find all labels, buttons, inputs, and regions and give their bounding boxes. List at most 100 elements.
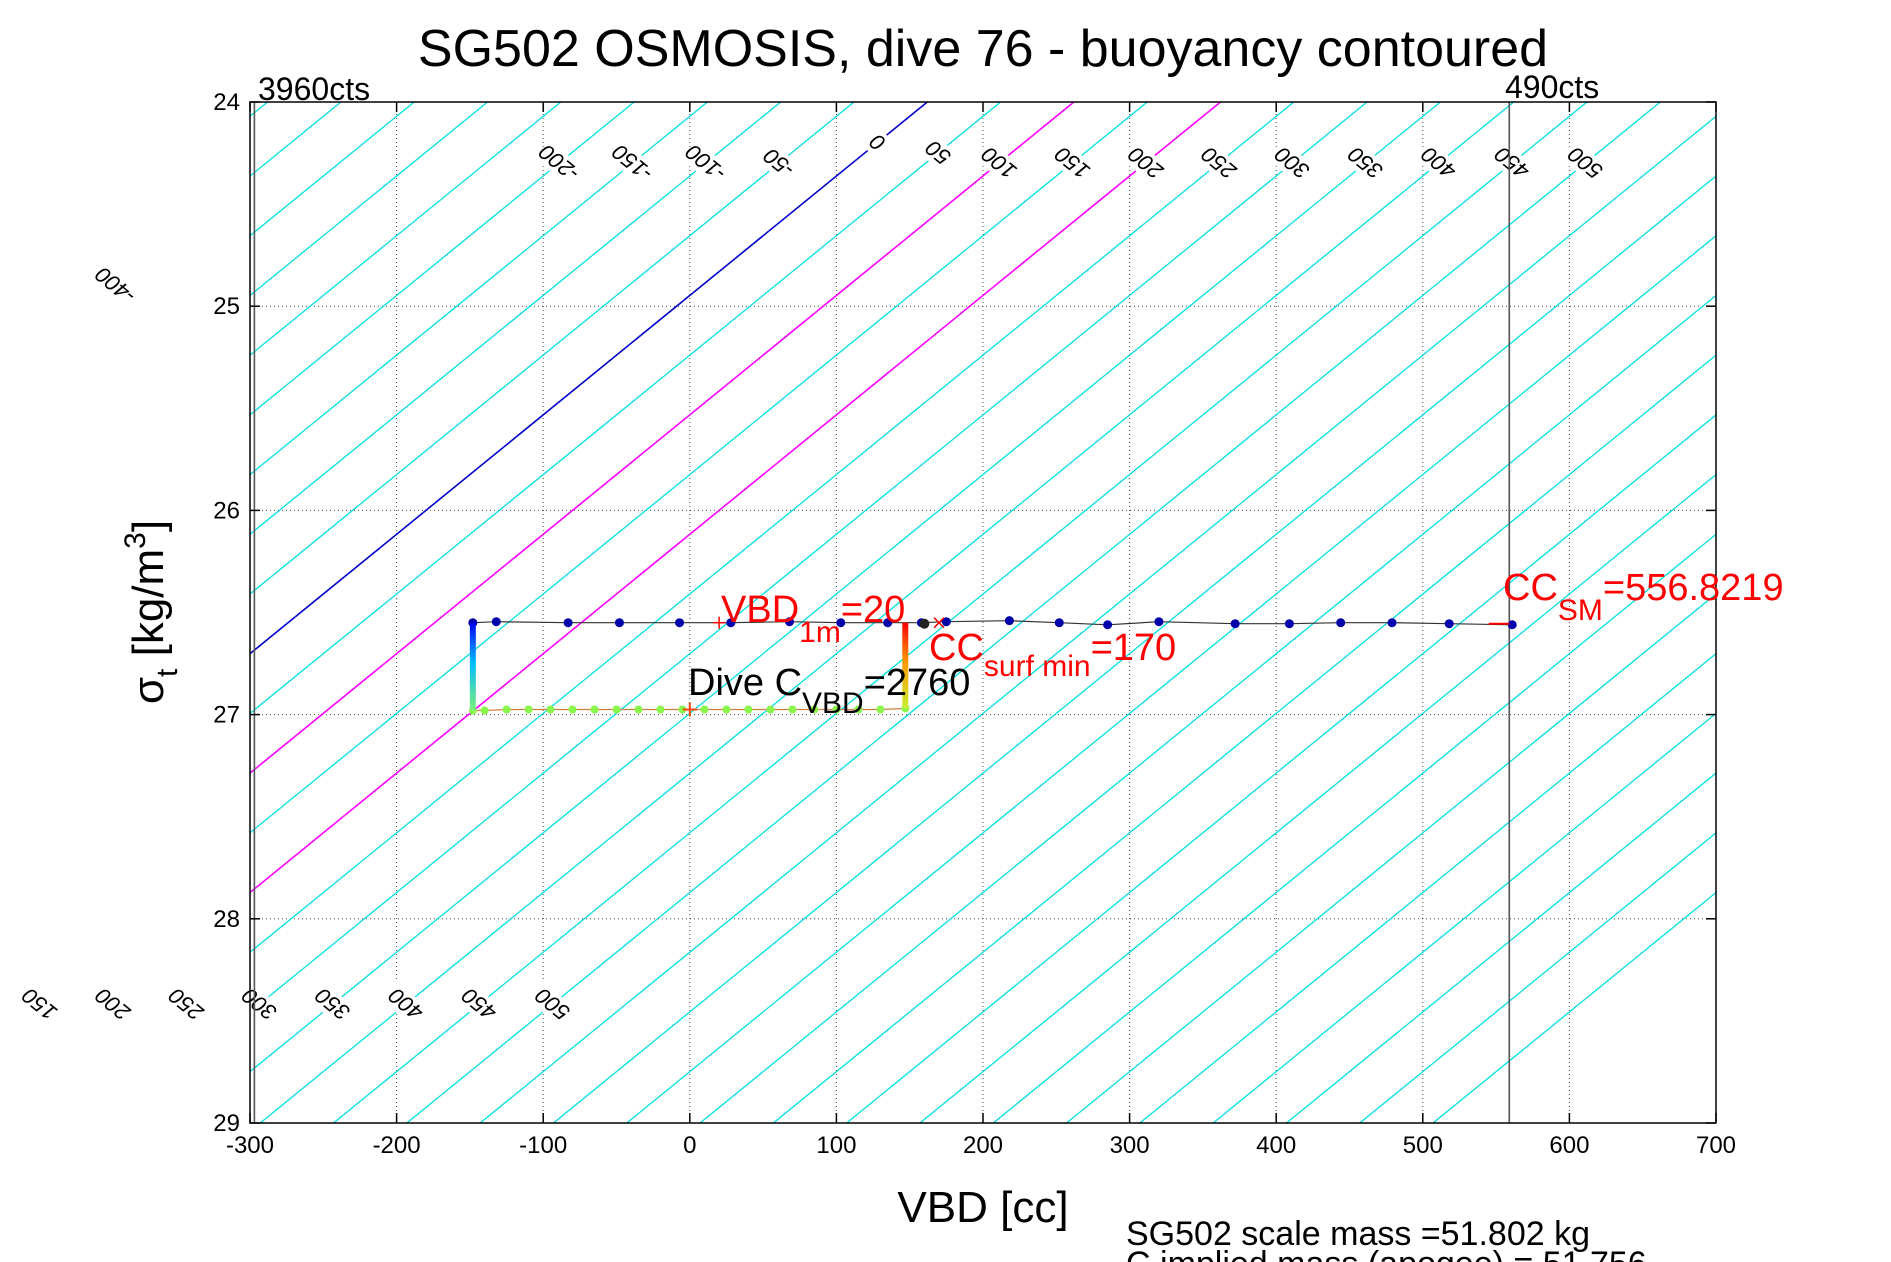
contour-line [250, 102, 1295, 954]
dive-point [766, 705, 775, 714]
dive-point [524, 705, 533, 714]
y-tick-label: 28 [213, 906, 240, 933]
x-tick-label: 300 [1110, 1132, 1150, 1159]
contour-label-bg [913, 129, 963, 177]
x-tick-label: 700 [1696, 1132, 1736, 1159]
contour-line [0, 102, 121, 1123]
contour-label-bg [1340, 140, 1390, 187]
climb-point [883, 618, 893, 628]
climb-point [675, 618, 685, 628]
dive-point [612, 705, 621, 714]
contour-label-bg [90, 262, 140, 309]
contour-line [1359, 831, 1716, 1123]
contour-label-bg [1047, 140, 1097, 187]
climb-point [1387, 618, 1397, 628]
x-tick-label: -300 [226, 1132, 274, 1159]
dive-point [546, 705, 555, 714]
y-axis-label: σt [kg/m3] [119, 520, 184, 704]
cc-surf-marker [933, 617, 945, 629]
contour-line [250, 102, 1075, 775]
contour-label-bg [14, 981, 64, 1028]
contour-line [333, 102, 1588, 1123]
surface-segment [902, 622, 909, 709]
dive-cvbd-annotation: Dive CVBD=2760 [688, 662, 970, 720]
contour-label-bg [1413, 140, 1464, 187]
contour-line [626, 234, 1716, 1123]
dive-point [876, 705, 885, 714]
chart-title: SG502 OSMOSIS, dive 76 - buoyancy contou… [418, 20, 1548, 78]
counts-left-label: 3960cts [258, 71, 370, 107]
surface-point [919, 618, 930, 629]
climb-point [1054, 618, 1064, 628]
plot-frame [249, 101, 1717, 1124]
contour-label-bg [454, 981, 504, 1028]
x-tick-label: 200 [963, 1132, 1003, 1159]
contour-line [250, 102, 855, 595]
implied-mass-text: C implied mass (apogee) = 51.756 [1126, 1245, 1647, 1262]
scale-mass-text: SG502 scale mass =51.802 kg [1126, 1215, 1590, 1253]
buoyancy-contours [0, 102, 1716, 1123]
x-tick-label: 0 [683, 1132, 696, 1159]
vbd-1m-annotation: VBD1m=20 [721, 589, 905, 649]
contour-label-bg [1560, 140, 1610, 187]
climb-point [1103, 620, 1113, 630]
contour-line [250, 102, 1221, 894]
contour-line [259, 102, 1515, 1123]
contour-line [699, 294, 1716, 1123]
climb-point [563, 618, 573, 628]
contour-line [1066, 593, 1716, 1123]
climb-point [1230, 619, 1240, 629]
climb-point [1004, 616, 1014, 626]
dive-point [788, 705, 797, 714]
counts-reference-lines [253, 102, 1511, 1123]
climb-point [1444, 619, 1454, 629]
x-axis-label: VBD [cc] [897, 1183, 1068, 1232]
climb-point [1284, 619, 1294, 629]
climb-point [614, 618, 624, 628]
x-tick-label: -200 [373, 1132, 421, 1159]
climb-point [784, 617, 794, 627]
contour-label-bg [1487, 140, 1537, 187]
contour-line [919, 473, 1716, 1123]
y-tick-label: 29 [213, 1110, 240, 1137]
y-tick-label: 26 [213, 497, 240, 524]
climb-point [1154, 617, 1164, 627]
x-tick-label: 400 [1256, 1132, 1296, 1159]
dive-point [722, 705, 731, 714]
contour-line [250, 102, 635, 416]
x-tick-label: 100 [816, 1132, 856, 1159]
dive-point [502, 705, 511, 714]
contour-line [406, 102, 1661, 1123]
contour-label-bg [161, 981, 211, 1028]
dive-point [810, 705, 819, 714]
contour-label-bg [680, 140, 731, 187]
x-tick-label: 600 [1549, 1132, 1589, 1159]
contour-line [250, 102, 1148, 834]
apogee-segment [469, 622, 476, 711]
dive-point [590, 705, 599, 714]
dive-point [744, 705, 753, 714]
contour-line [553, 175, 1716, 1123]
climb-point [836, 618, 846, 628]
contour-line [1432, 891, 1716, 1123]
dive-point [832, 705, 841, 714]
counts-right-label: 490cts [1505, 69, 1599, 105]
contour-label-bg [307, 981, 357, 1028]
contour-label-bg [87, 981, 138, 1028]
contour-line [250, 102, 782, 536]
contour-label-bg [527, 981, 577, 1028]
contour-label-bg [1193, 140, 1244, 187]
climb-point [491, 617, 501, 627]
y-tick-label: 25 [213, 293, 240, 320]
contour-line [1286, 772, 1716, 1123]
contour-line [1212, 712, 1716, 1123]
svg-text:σt [kg/m3]: σt [kg/m3] [119, 520, 184, 704]
contour-label-bg [1267, 140, 1317, 187]
contour-label-bg [607, 140, 657, 187]
dive-point [700, 705, 709, 714]
contour-line [992, 533, 1716, 1123]
contour-line [250, 102, 708, 476]
contour-label-bg [754, 140, 804, 187]
contour-line [250, 102, 1368, 1013]
